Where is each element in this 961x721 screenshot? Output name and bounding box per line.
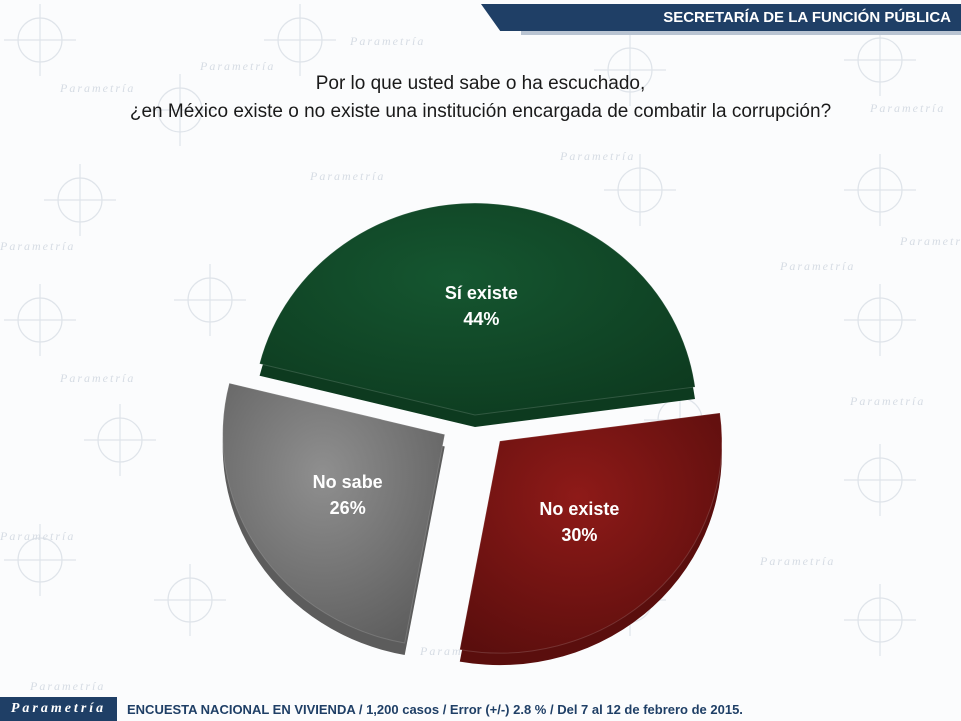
pie-slice-face — [459, 412, 723, 654]
watermark-word: Parametría — [59, 371, 135, 385]
slice-value-label: 30% — [561, 525, 597, 545]
watermark-word: Parametría — [0, 529, 75, 543]
pie-slice-face — [222, 382, 446, 644]
header-underline — [521, 31, 961, 35]
question-line-1: Por lo que usted sabe o ha escuchado, — [315, 73, 646, 94]
watermark-word: Parametría — [759, 554, 835, 568]
watermark-word: Parametría — [59, 81, 135, 95]
slice-label: No existe — [539, 499, 619, 519]
watermark-word: Parametría — [779, 259, 855, 273]
watermark-word: Parametría — [849, 394, 925, 408]
watermark-pattern — [4, 4, 916, 656]
watermark-word: Parametría — [199, 59, 275, 73]
question-title: Por lo que usted sabe o ha escuchado, ¿e… — [0, 70, 961, 126]
slice-value-label: 26% — [330, 498, 366, 518]
pie-slice-no-sabe: No sabe 26% — [222, 382, 446, 655]
watermark-word: Parametría — [869, 101, 945, 115]
watermark-word: Parametría — [29, 679, 105, 693]
parametria-logo: Parametría — [0, 697, 117, 721]
watermark-word: Parametría — [899, 234, 961, 248]
slice-value-label: 44% — [463, 309, 499, 329]
pie-slice-no-existe: No existe 30% — [459, 412, 723, 666]
organization-name: SECRETARÍA DE LA FUNCIÓN PÚBLICA — [663, 9, 951, 26]
watermark-text-group: Parametría Parametría Parametría Parametría… — [0, 34, 961, 693]
slice-label: No sabe — [313, 472, 383, 492]
pie-slice-face — [258, 202, 696, 416]
survey-footnote: ENCUESTA NACIONAL EN VIVIENDA / 1,200 ca… — [127, 702, 743, 717]
header-banner: SECRETARÍA DE LA FUNCIÓN PÚBLICA — [481, 4, 961, 31]
pie-slice-s-existe: Sí existe 44% — [258, 202, 696, 427]
watermark-word: Parametría — [349, 34, 425, 48]
slice-label: Sí existe — [445, 283, 518, 303]
watermark-word: Parametría — [309, 169, 385, 183]
pie-slices: Sí existe 44% No existe 30% No sabe 26% — [222, 202, 723, 666]
watermark-word: Parametría — [0, 239, 75, 253]
question-line-2: ¿en México existe o no existe una instit… — [129, 101, 832, 122]
watermark-word: Parametría — [559, 149, 635, 163]
